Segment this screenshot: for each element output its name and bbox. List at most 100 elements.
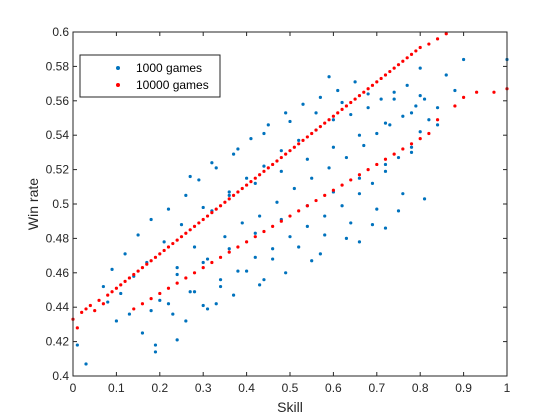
- data-point: [149, 297, 153, 301]
- data-point: [179, 235, 184, 239]
- data-point: [357, 94, 362, 98]
- data-point: [370, 223, 375, 227]
- data-point: [318, 95, 322, 99]
- data-point: [453, 88, 457, 93]
- data-point: [383, 73, 388, 77]
- data-point: [310, 131, 314, 136]
- data-point: [314, 111, 318, 115]
- data-point: [336, 111, 340, 115]
- data-point: [314, 198, 318, 203]
- data-point: [401, 59, 405, 63]
- data-point: [210, 161, 214, 165]
- data-point: [288, 119, 292, 124]
- data-point: [218, 284, 223, 289]
- x-tick-label: 0.7: [368, 381, 385, 395]
- data-point: [227, 197, 231, 201]
- data-point: [253, 235, 257, 239]
- data-point: [84, 307, 88, 311]
- data-point: [353, 80, 357, 84]
- data-point: [435, 118, 440, 122]
- data-point: [75, 326, 79, 330]
- data-point: [201, 205, 205, 210]
- data-point: [197, 178, 201, 182]
- data-point: [275, 159, 279, 163]
- data-point: [227, 193, 231, 197]
- data-point: [175, 338, 179, 342]
- data-point: [435, 123, 440, 127]
- data-point: [136, 269, 140, 273]
- data-point: [340, 100, 344, 105]
- data-point: [253, 255, 257, 259]
- data-point: [305, 157, 309, 161]
- data-point: [375, 162, 379, 167]
- data-point: [262, 131, 266, 136]
- data-point: [349, 100, 353, 105]
- data-point: [249, 180, 253, 184]
- data-point: [362, 90, 366, 94]
- data-point: [153, 255, 158, 259]
- data-point: [227, 190, 231, 194]
- data-point: [114, 319, 118, 323]
- data-point: [197, 221, 201, 225]
- data-point: [145, 262, 149, 266]
- data-point: [262, 229, 266, 234]
- data-point: [80, 310, 84, 314]
- data-point: [370, 83, 375, 87]
- data-point: [375, 207, 379, 211]
- data-point: [405, 83, 409, 87]
- data-point: [253, 181, 257, 185]
- data-point: [414, 104, 418, 108]
- x-tick-label: 0.5: [282, 381, 299, 395]
- data-point: [184, 276, 188, 280]
- data-point: [218, 204, 223, 208]
- data-point: [362, 143, 366, 148]
- data-point: [218, 255, 223, 259]
- data-point: [349, 221, 353, 225]
- x-tick-label: 0: [70, 381, 77, 395]
- data-point: [297, 245, 301, 249]
- y-axis-label: Win rate: [25, 178, 41, 230]
- data-point: [192, 224, 197, 228]
- data-point: [284, 111, 288, 115]
- data-point: [179, 223, 184, 227]
- data-point: [188, 228, 192, 232]
- data-point: [357, 192, 362, 196]
- data-point: [123, 279, 127, 283]
- data-point: [192, 245, 197, 249]
- data-point: [301, 102, 305, 106]
- series-blue: [75, 57, 509, 366]
- data-point: [275, 200, 279, 204]
- data-point: [427, 131, 431, 136]
- y-tick-label: 0.56: [46, 94, 70, 108]
- data-point: [245, 269, 249, 273]
- data-point: [462, 57, 466, 62]
- data-point: [422, 197, 427, 201]
- y-tick-label: 0.4: [52, 369, 69, 383]
- data-point: [392, 97, 396, 101]
- data-point: [231, 193, 236, 197]
- x-tick-label: 0.2: [151, 381, 168, 395]
- data-point: [383, 226, 388, 230]
- data-point: [279, 219, 283, 223]
- data-point: [401, 147, 405, 151]
- data-point: [414, 49, 418, 53]
- data-point: [201, 266, 205, 270]
- data-point: [492, 90, 496, 94]
- data-point: [93, 309, 97, 313]
- data-point: [435, 106, 440, 110]
- x-tick-label: 0.1: [108, 381, 125, 395]
- data-point: [175, 266, 179, 270]
- data-point: [227, 247, 231, 251]
- data-point: [409, 150, 414, 154]
- data-point: [453, 104, 457, 108]
- data-point: [409, 145, 414, 149]
- data-point: [323, 193, 327, 197]
- data-point: [344, 155, 349, 160]
- data-point: [214, 207, 218, 211]
- data-point: [405, 56, 409, 60]
- data-point: [284, 152, 288, 156]
- series-layer: [71, 32, 509, 366]
- data-point: [262, 164, 266, 168]
- data-point: [149, 217, 153, 222]
- data-point: [292, 186, 296, 191]
